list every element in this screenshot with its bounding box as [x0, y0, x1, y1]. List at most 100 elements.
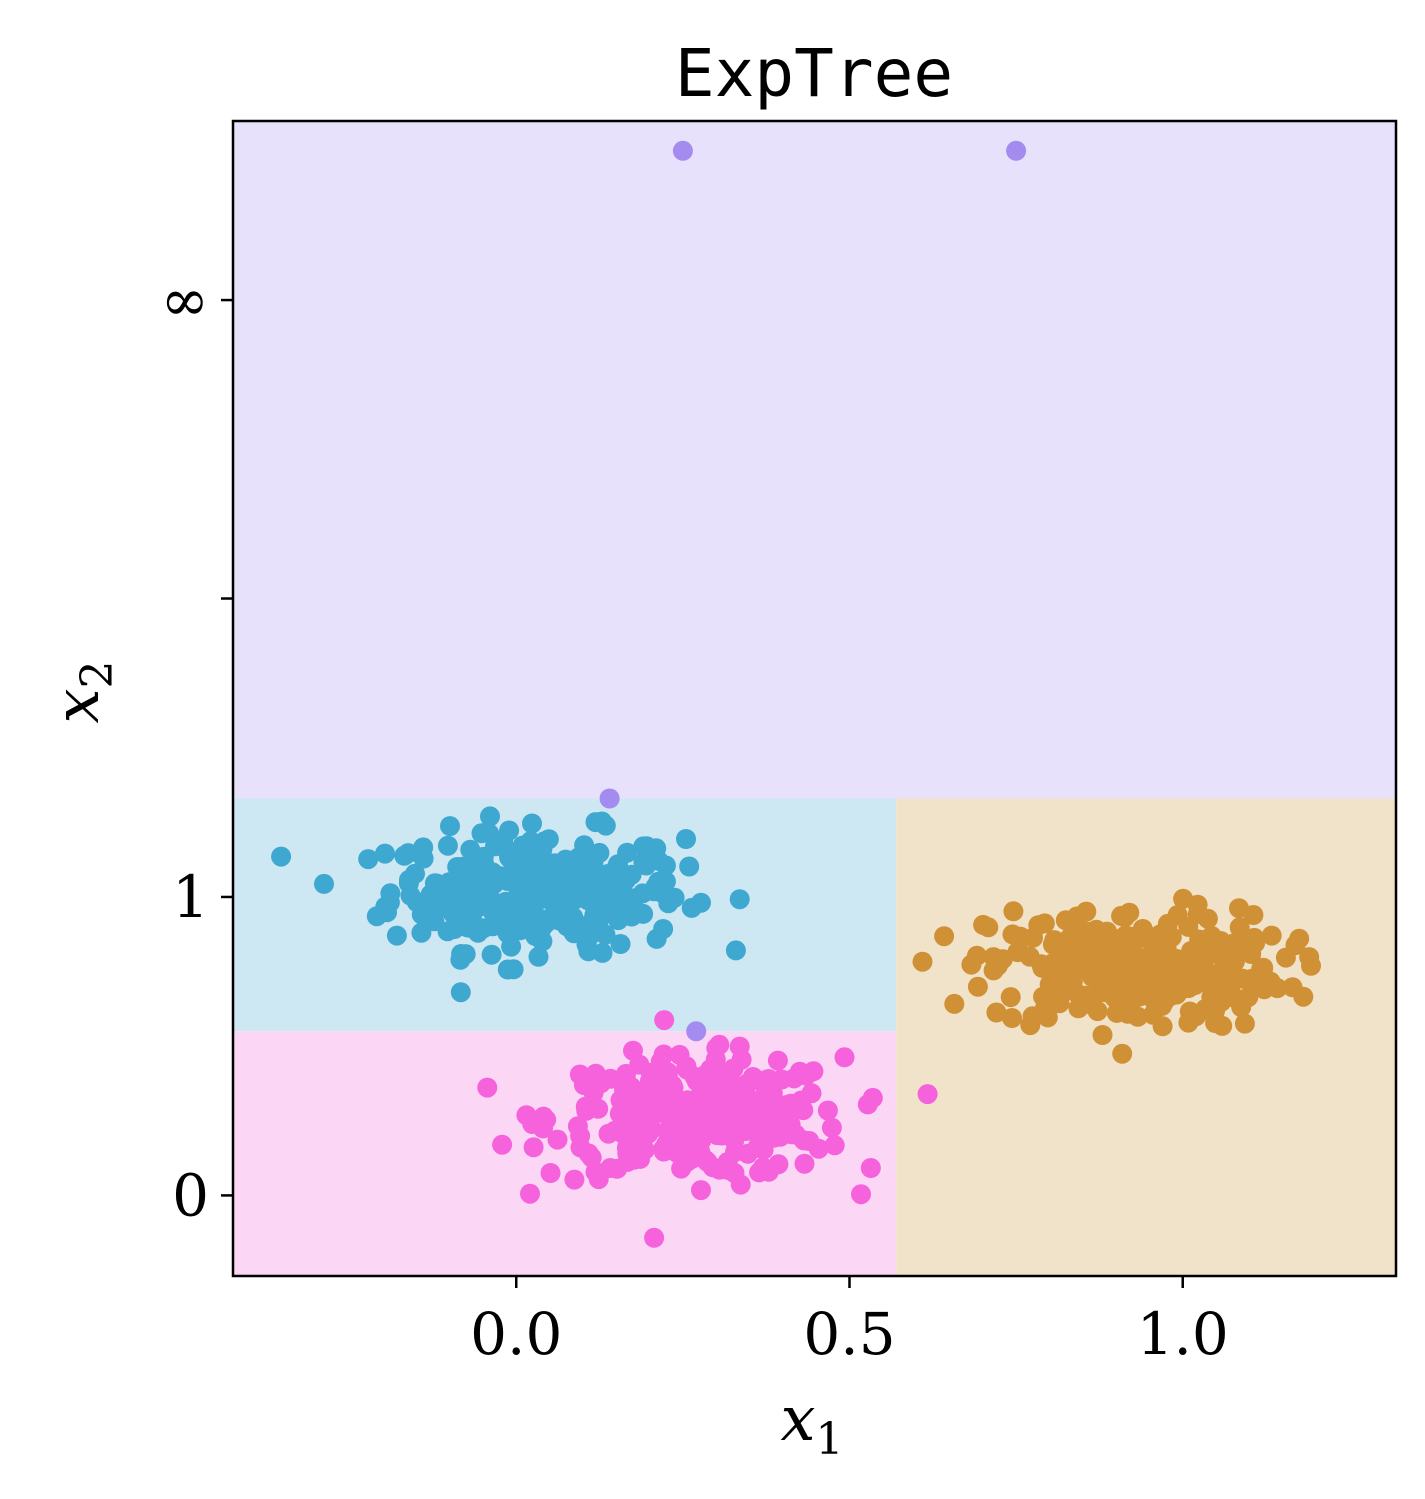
data-point — [860, 1158, 881, 1178]
data-point — [654, 1010, 675, 1031]
data-point — [671, 1158, 692, 1179]
data-point — [1189, 929, 1210, 950]
plot-frame — [231, 119, 1398, 1278]
data-point — [440, 816, 460, 837]
data-point — [944, 993, 965, 1014]
data-point — [522, 813, 542, 834]
data-point — [520, 1183, 540, 1204]
data-point — [497, 959, 518, 980]
data-point — [531, 866, 552, 887]
data-point — [444, 919, 465, 939]
x-tick-label: 1.0 — [1137, 1300, 1229, 1368]
y-tick-label: ∞ — [161, 266, 209, 334]
data-point — [751, 1089, 772, 1109]
data-point — [1006, 140, 1027, 161]
data-point — [398, 843, 419, 864]
data-point — [717, 1159, 738, 1180]
data-point — [1034, 913, 1055, 934]
y-axis-label: x2 — [40, 661, 123, 724]
data-point — [983, 947, 1004, 968]
data-point — [793, 1130, 814, 1151]
data-points — [271, 140, 1321, 1248]
data-point — [599, 886, 620, 907]
data-point — [661, 1139, 682, 1160]
data-point — [1231, 991, 1252, 1012]
data-point — [1142, 1004, 1163, 1025]
data-point — [1267, 978, 1288, 999]
data-point — [460, 839, 481, 860]
data-point — [1087, 1001, 1108, 1022]
data-point — [784, 1068, 805, 1089]
data-point — [538, 829, 559, 850]
data-point — [676, 829, 696, 849]
data-point — [1002, 1008, 1022, 1028]
data-point — [449, 883, 470, 904]
data-point — [1065, 954, 1086, 975]
data-point — [749, 1162, 770, 1183]
data-point — [437, 835, 458, 856]
data-point — [793, 1100, 814, 1121]
data-point — [646, 928, 667, 949]
data-point — [967, 976, 988, 997]
data-point — [643, 1083, 664, 1104]
data-point — [617, 1143, 638, 1164]
data-point — [506, 852, 527, 873]
data-point — [961, 954, 982, 975]
data-point — [477, 1077, 498, 1098]
data-point — [1000, 987, 1021, 1008]
orange-region — [896, 798, 1396, 1276]
data-point — [523, 1137, 544, 1158]
data-point — [766, 1118, 787, 1139]
data-point — [1299, 947, 1320, 968]
data-point — [379, 892, 400, 913]
data-point — [729, 1036, 750, 1057]
data-point — [610, 934, 631, 954]
data-point — [547, 1129, 568, 1150]
data-point — [1092, 1025, 1113, 1045]
data-point — [450, 982, 471, 1003]
data-point — [973, 914, 994, 935]
x-axis-label: x1 — [781, 1382, 844, 1465]
decision-regions — [233, 121, 1396, 1276]
x-tick-label: 0.5 — [803, 1300, 895, 1368]
data-point — [595, 868, 616, 889]
data-point — [1166, 948, 1186, 969]
data-point — [595, 815, 616, 836]
data-point — [691, 892, 711, 913]
data-point — [753, 1139, 774, 1160]
data-point — [695, 1150, 716, 1171]
data-point — [1196, 945, 1217, 966]
data-point — [1199, 965, 1220, 986]
data-point — [548, 910, 569, 931]
data-point — [386, 925, 407, 946]
data-point — [1062, 971, 1083, 992]
data-point — [723, 1058, 744, 1079]
data-point — [1227, 938, 1248, 959]
data-point — [495, 891, 516, 912]
data-point — [599, 788, 620, 809]
y-axis-label-main: x — [40, 688, 113, 723]
data-point — [1169, 980, 1190, 1001]
data-point — [658, 893, 679, 914]
data-point — [633, 836, 654, 857]
data-point — [420, 884, 441, 905]
data-point — [399, 869, 419, 890]
data-point — [1229, 898, 1249, 919]
data-point — [707, 1125, 728, 1146]
data-point — [912, 951, 933, 972]
data-point — [1252, 960, 1273, 981]
data-point — [516, 1105, 537, 1126]
data-point — [551, 855, 572, 876]
data-point — [1095, 982, 1116, 1003]
data-point — [1090, 964, 1111, 985]
data-point — [1244, 927, 1265, 948]
data-point — [1039, 974, 1060, 995]
data-point — [730, 1174, 751, 1195]
data-point — [824, 1135, 845, 1156]
x-axis-label-main: x — [781, 1382, 816, 1455]
x-axis-ticks: 0.0 0.5 1.0 — [470, 1276, 1229, 1368]
data-point — [725, 940, 746, 961]
data-point — [1275, 947, 1296, 968]
data-point — [564, 1169, 585, 1190]
data-point — [455, 944, 476, 965]
